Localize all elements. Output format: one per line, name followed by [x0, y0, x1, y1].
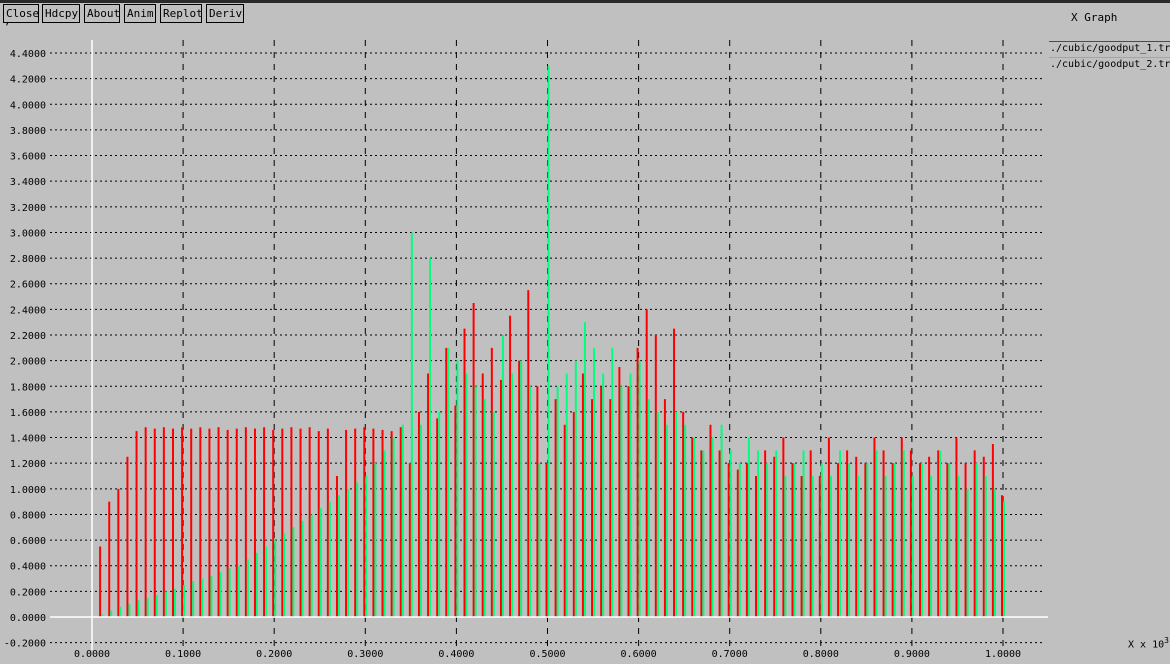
- x-tick-label: 0.5000: [529, 649, 565, 660]
- y-tick-label: 2.6000: [10, 280, 46, 291]
- window-top-border: [0, 0, 1170, 3]
- legend-label-series-1: ./cubic/goodput_1.tr: [1050, 43, 1170, 54]
- y-tick-label: 0.4000: [10, 562, 46, 573]
- x-tick-label: 0.6000: [621, 649, 657, 660]
- legend-line-series-1: [1049, 41, 1170, 42]
- x-tick-label: 0.7000: [712, 649, 748, 660]
- y-tick-label: 1.6000: [10, 408, 46, 419]
- y-tick-label: 2.8000: [10, 254, 46, 265]
- y-tick-label: 2.2000: [10, 331, 46, 342]
- cursor-caret-icon: ʼ: [4, 22, 11, 33]
- anim-button[interactable]: Anim: [124, 4, 156, 23]
- x-tick-label: 0.1000: [165, 649, 201, 660]
- window-title: X Graph: [1071, 11, 1118, 24]
- y-tick-label: 4.2000: [10, 75, 46, 86]
- y-tick-label: 0.0000: [10, 613, 46, 624]
- x-tick-label: 0.8000: [803, 649, 839, 660]
- x-axis-unit-prefix: X x 10: [1128, 639, 1165, 651]
- y-tick-label: 1.4000: [10, 434, 46, 445]
- y-tick-label: 4.4000: [10, 49, 46, 60]
- x-tick-label: 0.2000: [256, 649, 292, 660]
- x-tick-label: 1.0000: [985, 649, 1021, 660]
- y-tick-label: 0.2000: [10, 587, 46, 598]
- x-axis-ticks: 0.0000 0.1000 0.2000 0.3000 0.4000 0.5000 0.60…: [74, 649, 1021, 660]
- y-tick-label: 3.2000: [10, 203, 46, 214]
- series-1-bars: [99, 290, 1003, 617]
- y-tick-label: 3.8000: [10, 126, 46, 137]
- y-axis-ticks: -0.2000 0.0000 0.2000 0.4000 0.6000 0.8000 1.0…: [4, 49, 46, 650]
- y-tick-label: 3.6000: [10, 152, 46, 163]
- x-axis-unit-exponent: 3: [1164, 636, 1169, 645]
- y-tick-label: 1.2000: [10, 459, 46, 470]
- chart-axes: [50, 40, 1048, 650]
- y-tick-label: 4.0000: [10, 100, 46, 111]
- close-button[interactable]: Close: [3, 4, 39, 23]
- y-tick-label: 1.0000: [10, 485, 46, 496]
- x-tick-label: 0.3000: [347, 649, 383, 660]
- y-tick-label: 3.0000: [10, 228, 46, 239]
- y-tick-label: 1.8000: [10, 382, 46, 393]
- y-tick-label: -0.2000: [4, 639, 46, 650]
- y-tick-label: 3.4000: [10, 177, 46, 188]
- x-tick-label: 0.0000: [74, 649, 110, 660]
- legend-label-series-2: ./cubic/goodput_2.tr: [1050, 59, 1170, 70]
- about-button[interactable]: About: [84, 4, 120, 23]
- y-tick-label: 0.6000: [10, 536, 46, 547]
- deriv-button[interactable]: Deriv: [206, 4, 244, 23]
- x-axis-unit-label: X x 103: [1128, 636, 1169, 650]
- hardcopy-button[interactable]: Hdcpy: [42, 4, 80, 23]
- x-tick-label: 0.4000: [438, 649, 474, 660]
- y-tick-label: 0.8000: [10, 510, 46, 521]
- y-tick-label: 2.0000: [10, 357, 46, 368]
- replot-button[interactable]: Replot: [160, 4, 203, 23]
- series-2-bars: [101, 65, 1005, 617]
- y-tick-label: 2.4000: [10, 305, 46, 316]
- legend-line-series-2: [1049, 57, 1170, 58]
- x-tick-label: 0.9000: [894, 649, 930, 660]
